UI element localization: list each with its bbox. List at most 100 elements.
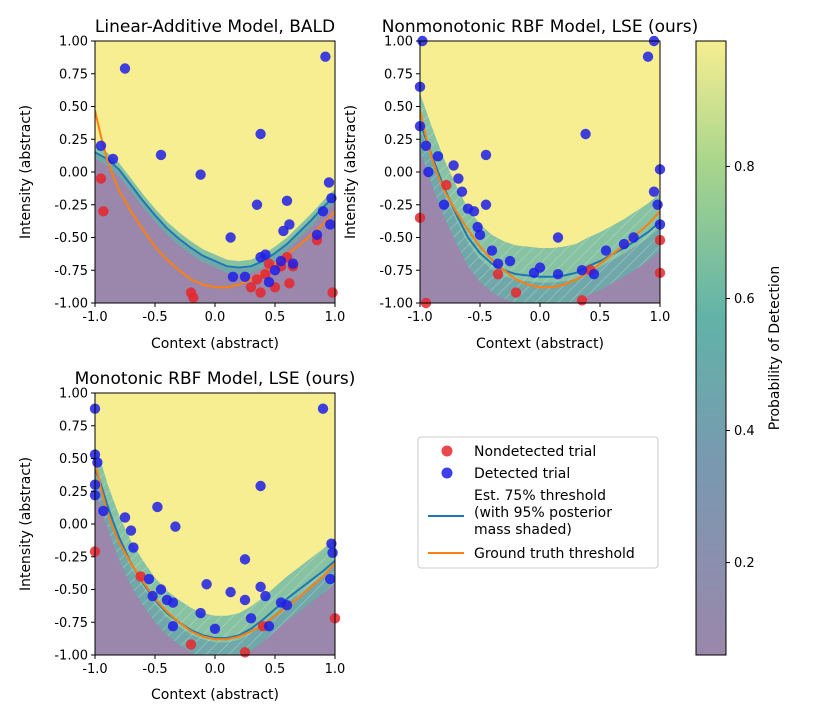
legend-ground-truth-label: Ground truth threshold	[474, 546, 635, 562]
detected-point	[119, 512, 131, 523]
y-tick-label: 0.00	[384, 166, 413, 181]
detected-point	[107, 153, 119, 165]
detected-point	[628, 232, 639, 243]
detected-point	[552, 268, 564, 280]
y-tick-label: 0.75	[59, 67, 88, 82]
detected-point	[167, 597, 179, 608]
y-tick-label: 0.50	[59, 452, 88, 467]
y-tick-label: -0.25	[54, 198, 88, 213]
detected-point	[325, 219, 336, 230]
detected-point	[472, 221, 483, 233]
detected-point	[195, 169, 206, 180]
legend-detected-label: Detected trial	[474, 466, 570, 482]
detected-point	[317, 206, 329, 217]
detected-point	[320, 51, 331, 62]
panel-linear-additive: Linear-Additive Model, BALD -1.0 -0.5 0.0 0…	[18, 17, 345, 352]
colorbar-tick-label: 0.2	[734, 556, 755, 571]
detected-point	[227, 271, 239, 282]
detected-point	[143, 573, 155, 585]
nondetected-point	[98, 206, 109, 217]
detected-point	[284, 219, 295, 230]
x-tick-label: 0.5	[265, 662, 286, 677]
x-tick-label: 0.5	[590, 310, 611, 325]
plot-area: -1.0 -0.5 0.0 0.5 1.0 1.00 0.75 0.50 0.25 0.00 -0.…	[379, 35, 670, 326]
x-tick-label: 0.0	[530, 310, 551, 325]
nondetected-point	[510, 287, 522, 298]
detected-point	[245, 613, 257, 624]
detected-point	[125, 525, 137, 536]
detected-point	[155, 584, 167, 595]
nondetected-point	[95, 173, 107, 184]
detected-point	[317, 403, 329, 414]
x-tick-label: -0.5	[467, 310, 492, 325]
detected-point	[652, 199, 663, 210]
nondetected-point	[284, 278, 295, 289]
panel-title: Monotonic RBF Model, LSE (ours)	[75, 369, 356, 389]
nondetected-point	[260, 268, 271, 280]
y-axis-label: Intensity (abstract)	[18, 457, 34, 591]
nondetected-point	[327, 287, 338, 298]
x-tick-label: 0.5	[265, 310, 286, 325]
colorbar-tick-label: 0.6	[734, 292, 755, 307]
x-tick-label: -1.0	[82, 662, 107, 677]
x-axis-label: Context (abstract)	[476, 336, 604, 352]
nondetected-point	[239, 647, 251, 658]
detected-point	[486, 245, 498, 256]
detected-point	[260, 249, 271, 260]
detected-point	[281, 195, 293, 207]
y-tick-label: -0.75	[54, 264, 88, 279]
x-tick-label: -0.5	[142, 662, 167, 677]
detected-point	[580, 128, 591, 140]
y-tick-label: 1.00	[59, 35, 88, 50]
detected-point	[325, 573, 336, 585]
legend-detected-marker	[441, 467, 453, 479]
nondetected-point	[245, 282, 257, 293]
y-tick-label: -1.00	[54, 297, 88, 312]
detected-point	[239, 594, 251, 606]
nondetected-point	[441, 179, 452, 191]
y-tick-label: -0.50	[379, 231, 413, 246]
detected-point	[167, 620, 179, 632]
x-tick-label: 0.0	[205, 310, 226, 325]
detected-point	[600, 245, 612, 256]
detected-point	[170, 521, 181, 532]
detected-point	[438, 199, 450, 210]
colorbar-tick-label: 0.8	[734, 160, 755, 175]
detected-point	[255, 480, 266, 492]
colorbar-label: Probability of Detection	[767, 266, 783, 430]
colorbar-gradient	[695, 40, 727, 656]
detected-point	[448, 160, 459, 171]
y-tick-label: -1.00	[54, 649, 88, 664]
nondetected-point	[263, 258, 275, 269]
y-tick-label: -0.50	[54, 583, 88, 598]
detected-point	[618, 238, 630, 250]
panel-monotonic-rbf: Monotonic RBF Model, LSE (ours) -1.0 -0.5…	[18, 369, 355, 703]
y-tick-label: 1.00	[59, 387, 88, 402]
detected-point	[263, 276, 275, 288]
detected-point	[269, 265, 281, 276]
detected-point	[311, 229, 323, 241]
detected-point	[326, 193, 337, 204]
y-tick-label: -0.75	[379, 264, 413, 279]
x-tick-label: -1.0	[82, 310, 107, 325]
colorbar-ticks: 0.2 0.4 0.6 0.8	[726, 160, 755, 571]
detected-point	[225, 586, 236, 598]
detected-point	[327, 547, 338, 559]
detected-point	[147, 590, 158, 602]
legend-nondetected-marker	[441, 445, 453, 457]
x-tick-label: 0.0	[205, 662, 226, 677]
detected-point	[260, 590, 271, 602]
detected-point	[492, 258, 504, 269]
y-tick-label: 0.25	[59, 485, 88, 500]
x-tick-label: -0.5	[142, 310, 167, 325]
detected-point	[423, 166, 434, 178]
detected-point	[275, 255, 287, 267]
y-tick-label: 0.75	[384, 67, 413, 82]
plot-area: -1.0 -0.5 0.0 0.5 1.0 1.00 0.75 0.50 0.25 0.00 -0.…	[54, 387, 345, 678]
y-tick-label: -0.25	[54, 550, 88, 565]
y-tick-label: 0.00	[59, 166, 88, 181]
detected-point	[278, 225, 289, 237]
nondetected-point	[255, 287, 266, 298]
ground-truth-threshold-line	[95, 110, 335, 289]
